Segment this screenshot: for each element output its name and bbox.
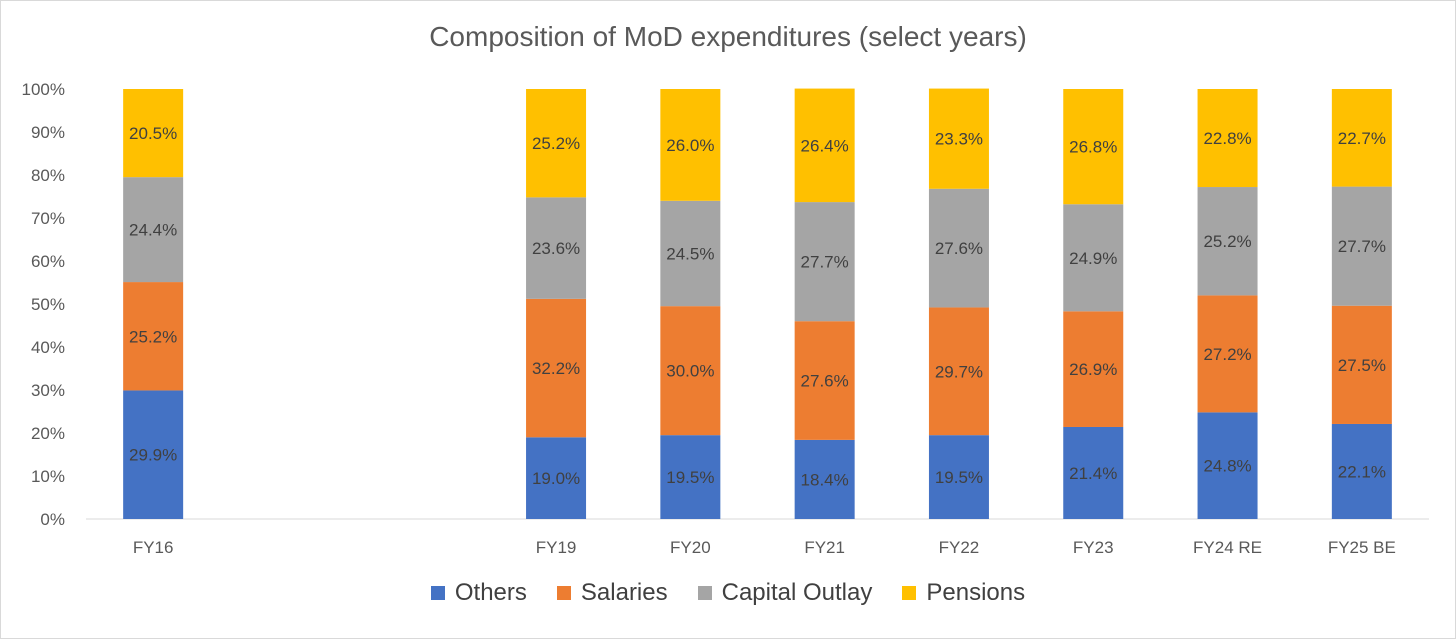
data-label: 27.5% xyxy=(1338,356,1386,375)
data-label: 18.4% xyxy=(801,470,849,489)
y-tick-label: 100% xyxy=(22,80,65,99)
legend-item: Others xyxy=(430,579,527,607)
data-label: 29.7% xyxy=(935,362,983,381)
bar-segment-others xyxy=(928,435,989,519)
bar-segment-others xyxy=(1331,423,1392,519)
legend-swatch xyxy=(697,586,712,600)
data-label: 24.8% xyxy=(1203,457,1251,476)
data-label: 26.4% xyxy=(801,136,849,155)
bar-segment-pensions xyxy=(526,89,587,198)
data-label: 24.5% xyxy=(666,244,714,263)
data-label: 23.6% xyxy=(532,239,580,258)
data-label: 20.5% xyxy=(129,124,177,143)
y-tick-label: 90% xyxy=(31,123,65,142)
data-label: 25.2% xyxy=(532,134,580,153)
data-label: 26.8% xyxy=(1069,138,1117,157)
legend-label: Salaries xyxy=(580,579,668,606)
bar-segment-others xyxy=(1197,412,1258,519)
chart-title: Composition of MoD expenditures (select … xyxy=(429,21,1027,52)
bar-segment-capital-outlay xyxy=(928,188,989,308)
data-label: 19.0% xyxy=(532,469,580,488)
legend-label: Others xyxy=(454,579,527,606)
bar-segment-capital-outlay xyxy=(1063,204,1124,312)
bar-segment-others xyxy=(660,435,721,519)
bar-segment-pensions xyxy=(1063,89,1124,205)
data-label: 22.1% xyxy=(1338,462,1386,481)
data-label: 24.4% xyxy=(129,221,177,240)
bar-segment-pensions xyxy=(660,89,721,201)
legend-label: Pensions xyxy=(926,579,1026,606)
data-label: 22.8% xyxy=(1203,129,1251,148)
x-tick-label: FY20 xyxy=(670,538,711,557)
data-label: 25.2% xyxy=(1203,232,1251,251)
data-label: 30.0% xyxy=(666,362,714,381)
y-tick-label: 40% xyxy=(31,338,65,357)
y-tick-label: 30% xyxy=(31,381,65,400)
legend-swatch xyxy=(556,586,571,600)
legend-label: Capital Outlay xyxy=(721,579,873,606)
bar-segment-pensions xyxy=(794,88,855,203)
bar-segment-capital-outlay xyxy=(794,202,855,322)
bar-segment-pensions xyxy=(1197,89,1258,188)
bar-segment-others xyxy=(526,437,587,519)
x-tick-label: FY23 xyxy=(1073,538,1114,557)
x-tick-label: FY24 RE xyxy=(1193,538,1262,557)
data-label: 22.7% xyxy=(1338,129,1386,148)
x-tick-label: FY19 xyxy=(536,538,577,557)
bar-segment-pensions xyxy=(1331,89,1392,187)
data-label: 25.2% xyxy=(129,327,177,346)
bar-segment-capital-outlay xyxy=(1197,187,1258,296)
bar-segment-others xyxy=(1063,426,1124,519)
bar-segment-capital-outlay xyxy=(660,200,721,307)
y-tick-label: 80% xyxy=(31,166,65,185)
y-tick-label: 10% xyxy=(31,467,65,486)
legend-item: Salaries xyxy=(556,579,668,607)
bar-segment-salaries xyxy=(1063,311,1124,427)
bar-segment-salaries xyxy=(526,298,587,438)
chart-plot: 0% 10% 20% 30% 40% 50% 60% 70% 80% 90% 100% 29.9% 25… xyxy=(22,80,1429,557)
data-label: 27.7% xyxy=(1338,237,1386,256)
data-label: 24.9% xyxy=(1069,249,1117,268)
bar-segment-others xyxy=(794,439,855,519)
bar-segment-salaries xyxy=(123,282,184,391)
y-tick-label: 20% xyxy=(31,424,65,443)
data-label: 26.0% xyxy=(666,136,714,155)
y-tick-label: 0% xyxy=(40,510,65,529)
x-tick-label: FY16 xyxy=(133,538,174,557)
bar-segment-capital-outlay xyxy=(1331,186,1392,306)
bar-segment-capital-outlay xyxy=(123,177,184,283)
data-label: 19.5% xyxy=(935,468,983,487)
data-label: 21.4% xyxy=(1069,464,1117,483)
data-label: 23.3% xyxy=(935,130,983,149)
bar-segment-salaries xyxy=(1331,305,1392,424)
x-tick-label: FY22 xyxy=(939,538,980,557)
bar-segment-salaries xyxy=(794,321,855,440)
data-label: 27.6% xyxy=(801,372,849,391)
x-tick-label: FY25 BE xyxy=(1328,538,1396,557)
bar-segment-salaries xyxy=(1197,295,1258,413)
bar-segment-salaries xyxy=(660,306,721,436)
data-label: 27.2% xyxy=(1203,345,1251,364)
bar-segment-others xyxy=(123,390,184,519)
chart-legend: Others Salaries Capital Outlay Pensions xyxy=(1,579,1455,607)
legend-swatch xyxy=(902,586,917,600)
data-label: 26.9% xyxy=(1069,360,1117,379)
y-tick-label: 50% xyxy=(31,295,65,314)
data-label: 27.7% xyxy=(801,253,849,272)
bar-segment-pensions xyxy=(123,89,184,178)
data-label: 29.9% xyxy=(129,446,177,465)
y-tick-label: 70% xyxy=(31,209,65,228)
x-tick-label: FY21 xyxy=(804,538,845,557)
data-label: 27.6% xyxy=(935,239,983,258)
legend-item: Capital Outlay xyxy=(697,579,873,607)
bar-segment-pensions xyxy=(928,88,989,189)
bar-segment-salaries xyxy=(928,307,989,436)
y-tick-label: 60% xyxy=(31,252,65,271)
legend-item: Pensions xyxy=(902,579,1025,607)
data-label: 32.2% xyxy=(532,359,580,378)
legend-swatch xyxy=(430,586,445,600)
data-label: 19.5% xyxy=(666,468,714,487)
bar-segment-capital-outlay xyxy=(526,197,587,299)
